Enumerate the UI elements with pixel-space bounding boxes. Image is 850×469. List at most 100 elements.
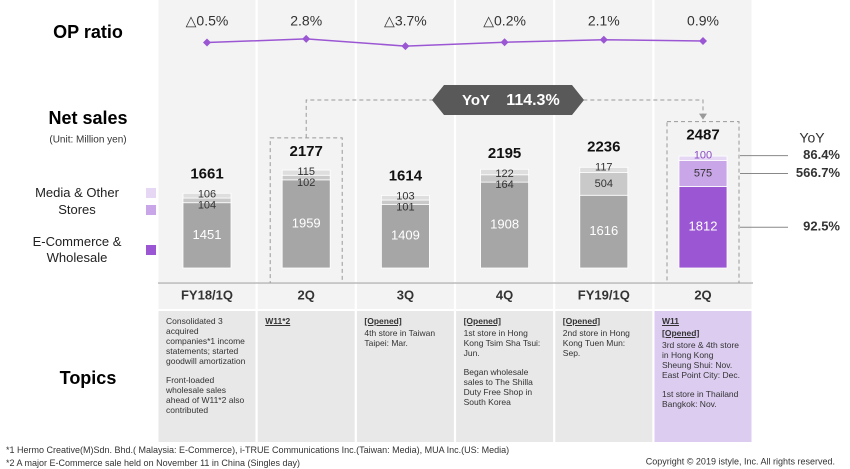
topic-cell (356, 311, 454, 442)
topic-cell (257, 311, 355, 442)
op-label: △3.7% (384, 13, 427, 29)
bar-value-label: 102 (297, 177, 315, 189)
topic-column: W11 [Opened] 3rd store & 4th store in Hong… (662, 316, 744, 418)
bar-value-label: 1451 (193, 227, 222, 242)
op-point (599, 35, 608, 44)
bar-segment (579, 166, 629, 174)
topic-cell (654, 311, 752, 442)
arrow-head (699, 113, 707, 120)
topic-text: Consolidated 3 acquired companies*1 inco… (166, 316, 246, 366)
header-cell (158, 283, 256, 309)
op-label: △0.2% (483, 13, 526, 29)
bar-segment (678, 155, 728, 161)
bar-total-label: 2195 (488, 145, 521, 162)
bar-value-label: 117 (595, 162, 613, 174)
header-cell (654, 283, 752, 309)
topic-cell (555, 311, 653, 442)
category-label: 3Q (397, 287, 414, 302)
legend-swatch (146, 205, 156, 215)
category-label: FY19/1Q (578, 287, 630, 302)
bar-value-label: 103 (396, 191, 414, 203)
topic-text: 1st store in Thailand Bangkok: Nov. (662, 389, 739, 409)
op-label: 2.1% (588, 13, 620, 29)
op-label: △0.5% (186, 13, 229, 29)
op-point (699, 37, 707, 46)
bar-segment (182, 202, 232, 269)
topic-column: [Opened] 4th store in Taiwan Taipei: Mar. (364, 316, 446, 357)
bar-segment (182, 192, 232, 199)
topic-text: 2nd store in Hong Kong Tuen Mun: Sep. (562, 328, 630, 358)
yoy-title: YoY (799, 130, 825, 146)
bar-segment (380, 195, 430, 201)
op-point (401, 42, 410, 51)
legend-label: Stores (58, 202, 96, 217)
growth-value: 114.3% (506, 92, 559, 109)
bar-total-label: 1661 (190, 166, 223, 183)
header-cell (555, 283, 653, 309)
bar-value-label: 1812 (689, 219, 718, 234)
category-label: 4Q (496, 287, 513, 302)
bar-value-label: 1959 (292, 215, 321, 230)
topics-title: Topics (60, 368, 117, 388)
bar-segment (281, 169, 331, 176)
topic-text: Began wholesale sales to The Shilla Duty… (463, 367, 533, 407)
op-point (203, 38, 211, 47)
bar-value-label: 1409 (391, 228, 420, 243)
bar-segment (579, 194, 629, 269)
bar-value-label: 106 (198, 189, 216, 201)
topic-heading: W11 (662, 316, 680, 326)
bar-value-label: 1616 (589, 223, 618, 238)
footnote: *2 A major E-Commerce sale held on Novem… (6, 458, 300, 468)
category-label: FY18/1Q (181, 287, 233, 302)
category-label: 2Q (694, 287, 711, 302)
highlight-box (666, 121, 740, 284)
line-title: OP ratio (53, 22, 123, 42)
topic-heading: W11*2 (265, 316, 291, 326)
bar-value-label: 104 (198, 200, 216, 212)
bar-total-label: 2177 (290, 143, 323, 160)
legend-label: E-Commerce & Wholesale (32, 234, 122, 265)
bar-value-label: 164 (495, 179, 513, 191)
bar-title: Net sales (48, 108, 127, 128)
yoy-value: 86.4% (803, 147, 840, 162)
bar-value-label: 575 (694, 167, 712, 179)
bar-segment (380, 204, 430, 269)
legend-swatch (146, 245, 156, 255)
topic-text: 1st store in Hong Kong Tsim Sha Tsui: Ju… (463, 328, 541, 358)
growth-arrow (305, 99, 704, 138)
topic-heading: [Opened] (662, 328, 700, 338)
growth-label: YoY (462, 92, 490, 109)
bar-value-label: 122 (495, 168, 513, 180)
header-cell (356, 283, 454, 309)
topic-column: W11*2 (265, 316, 347, 328)
bar-total-label: 2487 (686, 127, 719, 144)
yoy-value: 92.5% (803, 219, 840, 234)
bar-subtitle: (Unit: Million yen) (49, 135, 126, 146)
op-point (500, 38, 509, 47)
footnote: *1 Hermo Creative(M)Sdn. Bhd.( Malaysia:… (6, 445, 510, 455)
legend-swatch (146, 188, 156, 198)
header-cell (456, 283, 554, 309)
topic-text: 4th store in Taiwan Taipei: Mar. (364, 328, 436, 348)
yoy-value: 566.7% (796, 165, 841, 180)
bar-value-label: 504 (595, 178, 613, 190)
bar-value-label: 101 (396, 202, 414, 214)
header-cell (257, 283, 355, 309)
topic-heading: [Opened] (364, 316, 402, 326)
copyright: Copyright © 2019 istyle, Inc. All rights… (646, 456, 835, 466)
topic-column: [Opened] 1st store in Hong Kong Tsim Sha … (464, 316, 546, 416)
topic-text: 3rd store & 4th store in Hong Kong Sheun… (662, 340, 740, 380)
topic-heading: [Opened] (463, 316, 501, 326)
topic-cell (456, 311, 554, 442)
bar-value-label: 115 (297, 166, 315, 178)
category-label: 2Q (298, 287, 315, 302)
topic-text: Front-loaded wholesale sales ahead of W1… (166, 375, 245, 415)
op-label: 0.9% (687, 13, 719, 29)
op-point (302, 34, 311, 43)
bar-value-label: 1908 (490, 217, 519, 232)
topic-cell (158, 311, 256, 442)
bar-segment (480, 168, 530, 176)
legend-label: Media & Other (35, 185, 119, 200)
